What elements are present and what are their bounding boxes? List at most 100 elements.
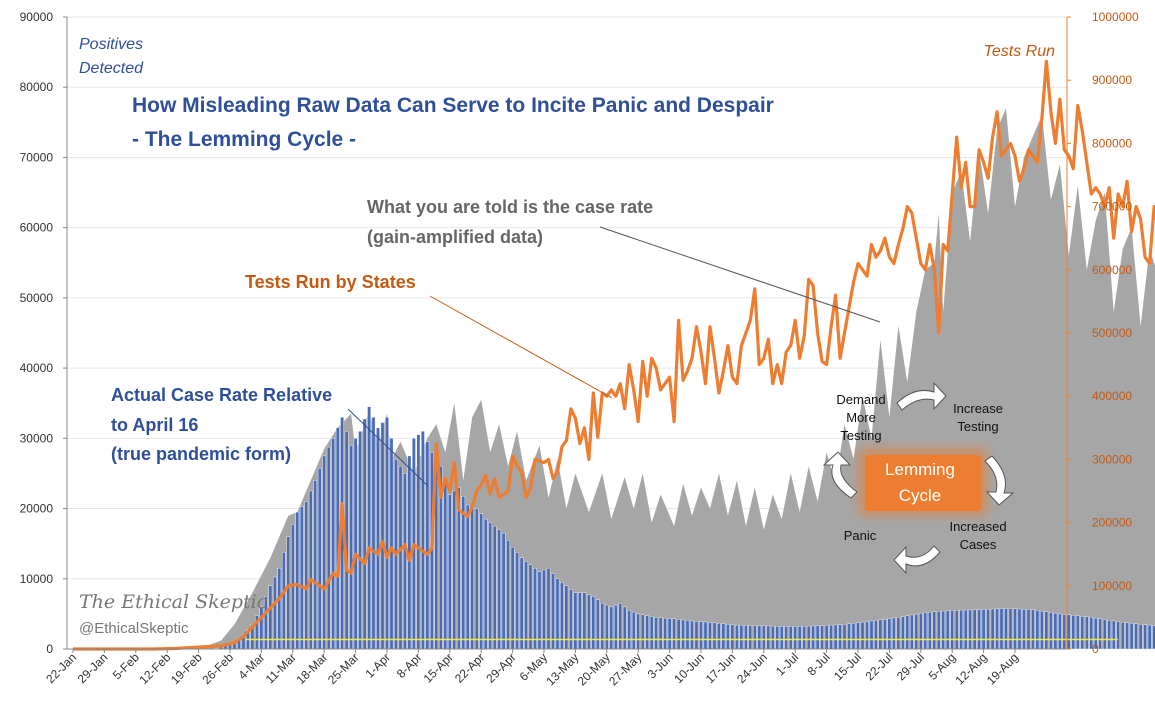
case-bar <box>865 621 869 650</box>
y-right-tick-label: 200000 <box>1092 516 1132 530</box>
case-bar <box>1125 622 1129 650</box>
case-bar <box>286 536 291 650</box>
y-left-tick-label: 60000 <box>20 221 54 235</box>
case-bar <box>779 626 784 650</box>
case-bar <box>892 617 896 650</box>
case-bar <box>856 622 860 650</box>
case-bar <box>542 569 546 650</box>
x-tick-label: 22-Apr <box>452 650 487 685</box>
case-bar <box>775 626 780 650</box>
case-bar <box>300 506 304 650</box>
case-bar <box>1049 612 1053 650</box>
case-bar <box>802 626 806 650</box>
case-bar <box>663 617 667 650</box>
annotation-actual-line3: (true pandemic form) <box>111 444 291 464</box>
case-bar <box>676 619 681 650</box>
case-bar <box>515 552 519 650</box>
case-bar <box>1022 609 1026 650</box>
x-tick-label: 26-Feb <box>199 650 236 687</box>
arrow-right-icon <box>984 455 1015 506</box>
x-tick-label: 12-Feb <box>137 650 174 687</box>
y-axis-left-title-line1: Positives <box>79 36 143 53</box>
case-bar <box>376 427 380 650</box>
arrow-left-icon <box>822 451 858 499</box>
x-tick-label: 24-Jun <box>734 650 770 686</box>
case-bar <box>622 606 627 650</box>
case-bar <box>443 480 448 650</box>
case-bar <box>753 625 757 650</box>
case-bar <box>739 625 744 650</box>
watermark-handle: @EthicalSkeptic <box>79 620 189 637</box>
case-bar <box>524 561 528 650</box>
case-bar <box>941 610 945 650</box>
annotation-tests: Tests Run by States <box>245 272 416 292</box>
case-bar <box>282 552 286 650</box>
case-bar <box>658 617 663 650</box>
case-bar <box>748 625 753 650</box>
case-bar <box>1116 621 1120 650</box>
case-bar <box>380 422 385 650</box>
case-bar <box>546 568 551 650</box>
case-bar <box>573 592 578 650</box>
case-bar <box>627 610 631 650</box>
case-bar <box>1013 608 1017 650</box>
x-tick-label: 18-Mar <box>294 650 331 687</box>
y-right-tick-label: 1000000 <box>1092 10 1139 24</box>
case-bar <box>591 596 596 650</box>
x-tick-label: 1-Jul <box>773 650 801 678</box>
x-tick-label: 20-May <box>575 650 613 688</box>
x-tick-label: 1-Apr <box>362 650 393 681</box>
arrow-bottom-icon <box>893 545 941 575</box>
cycle-increase-testing-line1: Increase <box>953 401 1003 416</box>
case-bar <box>1107 620 1111 650</box>
case-bar <box>878 619 883 650</box>
y-axis-left-ticks: 0 10000 20000 30000 40000 50000 60000 70000 8000… <box>20 10 67 656</box>
case-bar <box>820 625 824 650</box>
case-bar <box>672 618 676 650</box>
case-bar <box>483 518 488 650</box>
case-bar <box>277 568 282 650</box>
cycle-increase-testing-line2: Testing <box>957 419 998 434</box>
case-bar <box>537 571 542 650</box>
case-bar <box>322 455 327 650</box>
case-bar <box>959 609 963 650</box>
arrow-top-icon <box>896 381 947 411</box>
case-bar <box>596 599 600 650</box>
case-bar <box>465 504 470 650</box>
cycle-panic: Panic <box>844 528 877 543</box>
case-bar <box>519 557 524 650</box>
case-bar <box>717 623 721 650</box>
case-bar <box>685 620 690 650</box>
case-bar <box>551 573 555 650</box>
case-bar <box>614 604 618 650</box>
case-bar <box>273 576 277 650</box>
case-bar <box>398 466 403 650</box>
case-bar <box>416 434 421 650</box>
case-bar <box>1004 608 1008 650</box>
annotation-actual-leader <box>347 408 429 487</box>
case-bar <box>479 513 484 650</box>
case-bar <box>851 623 856 650</box>
case-bar <box>1102 619 1107 650</box>
case-bar <box>936 611 941 650</box>
case-bar <box>636 613 640 650</box>
case-bar <box>735 624 739 650</box>
annotation-tests-leader <box>429 295 613 399</box>
case-bar <box>766 625 771 650</box>
case-bar <box>1147 624 1152 650</box>
case-bar <box>869 620 874 650</box>
x-tick-label: 27-May <box>606 650 644 688</box>
case-bar <box>326 446 331 650</box>
y-right-tick-label: 400000 <box>1092 389 1132 403</box>
x-tick-label: 11-Mar <box>263 650 299 686</box>
case-bar <box>860 621 865 650</box>
case-bar <box>1093 617 1098 650</box>
case-bar <box>578 592 582 650</box>
cycle-increased-cases-line2: Cases <box>960 537 997 552</box>
x-tick-label: 19-Aug <box>984 650 1021 687</box>
y-left-tick-label: 30000 <box>20 431 54 445</box>
case-bar <box>474 508 479 650</box>
case-bar <box>533 568 537 650</box>
case-bar <box>981 609 986 650</box>
case-bar <box>510 547 515 650</box>
